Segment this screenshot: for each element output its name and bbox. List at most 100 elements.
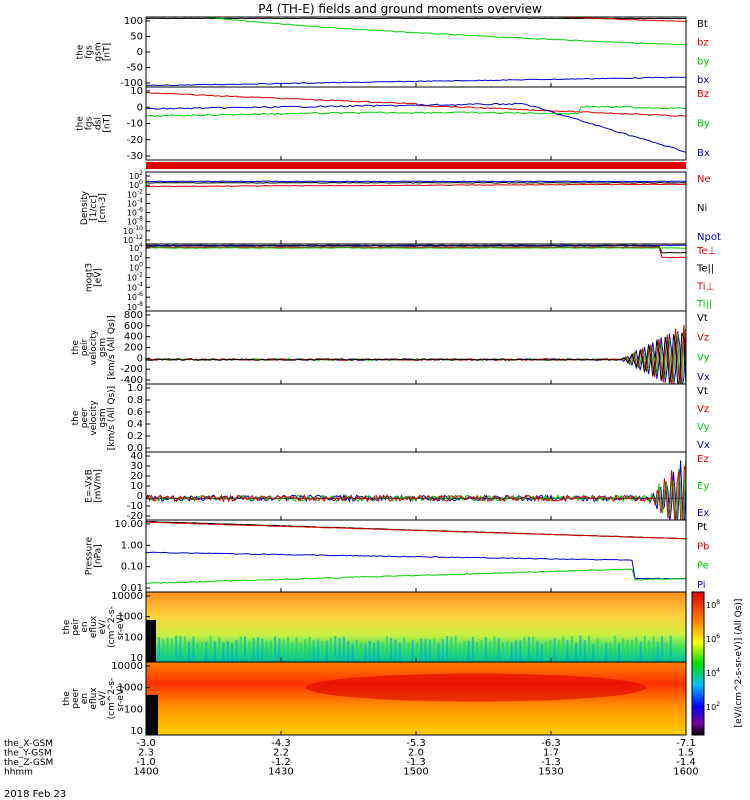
y-label-line: [nT] <box>103 43 113 61</box>
spec-stripe <box>570 635 573 657</box>
spec-stripe <box>209 635 212 657</box>
xaxis-value: -5.3 <box>406 738 426 749</box>
spec-stripe <box>252 638 255 660</box>
colorbar-tick: 106 <box>706 633 720 644</box>
xaxis-value: -7.1 <box>676 738 696 749</box>
y-tick-label: -10 <box>127 501 143 512</box>
colorbar-exponent: 8 <box>716 599 720 606</box>
y-tick-label: -200 <box>120 364 143 375</box>
spec-stripe <box>450 637 453 659</box>
spec-stripe <box>377 640 380 662</box>
legend-Bz: Bz <box>697 89 709 100</box>
y-tick-label: -20 <box>127 135 143 146</box>
y-tick-label: -400 <box>120 375 143 386</box>
spec-stripe <box>605 642 608 662</box>
spec-stripe <box>213 641 216 662</box>
legend-Pb: Pb <box>697 541 709 552</box>
spec-stripe <box>235 640 238 662</box>
spec-stripe <box>652 636 655 658</box>
spec-stripe <box>192 636 195 658</box>
spec-stripe <box>420 638 423 660</box>
xaxis-value: -1.4 <box>676 757 696 768</box>
legend-bz: bz <box>697 38 709 49</box>
legend-Vy: Vy <box>697 422 710 433</box>
spec-stripe <box>347 641 350 662</box>
xaxis-value: 1.5 <box>678 748 694 759</box>
series-Ne <box>146 183 686 188</box>
legend-Vy: Vy <box>697 352 710 363</box>
spec-stripe <box>467 640 470 662</box>
y-tick-label: 1.00 <box>121 540 143 551</box>
y-label-line: gsm <box>98 338 108 357</box>
xaxis-value: 2.2 <box>273 748 289 759</box>
series-Te-par <box>146 245 686 254</box>
spec-stripe <box>261 638 264 660</box>
spec-stripe <box>411 640 414 662</box>
xaxis-value: -1.2 <box>271 757 291 768</box>
panel-content <box>146 454 686 520</box>
spec-stripe <box>600 643 603 662</box>
panel-frame <box>145 16 687 88</box>
spec-stripe <box>299 642 302 662</box>
y-label-line: (cm^2-s- <box>107 678 117 720</box>
y-tick-label: 100 <box>129 179 143 190</box>
separator-bar <box>146 162 686 169</box>
y-tick-exponent: -4 <box>137 197 143 204</box>
legend-bx: bx <box>697 75 709 86</box>
y-tick-label: 1000 <box>118 683 143 694</box>
panel-10: 10000 1000 100 10 the peer en eflux eV/(cm^2-s-s… <box>62 661 687 737</box>
series-By <box>146 105 686 118</box>
legend-Ey: Ey <box>697 481 709 492</box>
spec-stripe <box>196 643 199 662</box>
spec-stripe <box>239 636 242 658</box>
y-label-line: velocity <box>89 400 99 436</box>
spec-stripe <box>205 641 208 662</box>
spec-stripe <box>476 642 479 662</box>
y-tick-label: 10-6 <box>127 207 143 218</box>
y-label: the peir en eflux eV/(cm^2-s-sr-eV) <box>62 606 126 648</box>
spec-stripe <box>566 640 569 662</box>
y-label-line: the <box>62 619 72 634</box>
legend-Ni: Ni <box>697 203 707 214</box>
spec-stripe <box>510 642 513 662</box>
spec-stripe <box>441 639 444 661</box>
panel-content <box>146 592 686 662</box>
xaxis-value: -1.3 <box>406 757 426 768</box>
xaxis-value: 1600 <box>673 767 698 778</box>
y-tick-exponent: -2 <box>137 272 143 279</box>
y-tick-label: -50 <box>127 63 143 74</box>
xaxis-value: 1400 <box>133 767 158 778</box>
xaxis-value: 2.3 <box>138 748 154 759</box>
spec-stripe <box>575 642 578 662</box>
spec-stripe <box>484 637 487 659</box>
y-label-line: [mV/m] <box>94 469 104 503</box>
xaxis-value: -3.0 <box>136 738 156 749</box>
spec-stripe <box>330 637 332 659</box>
panel-frame <box>145 243 687 312</box>
spec-stripe <box>459 643 461 662</box>
y-tick-label: 10000 <box>111 661 143 672</box>
panel-frame <box>145 310 687 385</box>
spec-stripe <box>256 637 259 659</box>
y-label-line: gsm <box>94 42 104 61</box>
spec-stripe <box>158 637 160 659</box>
y-label-line: en <box>80 621 90 632</box>
y-tick-label: 0.01 <box>121 583 143 594</box>
panel-frame <box>145 451 687 521</box>
y-label: Pressure [nPa] <box>85 536 104 575</box>
y-label-line: peir <box>80 338 90 356</box>
spec-stripe <box>175 635 178 657</box>
y-tick-label: 0.10 <box>121 562 143 573</box>
y-tick-label: 0.0 <box>127 443 143 454</box>
panel-6: 1.00.80.60.40.20.0 the peer velocity gsm [km/… <box>71 383 710 454</box>
y-tick-label: 30 <box>130 461 143 472</box>
y-tick-label: 10-2 <box>127 272 143 283</box>
spec-stripe <box>583 640 586 662</box>
spec-stripe <box>394 639 397 661</box>
spec-stripe <box>635 636 638 658</box>
y-tick-label: -10 <box>127 119 143 130</box>
spec-stripe <box>622 638 625 660</box>
spec-stripe <box>428 639 431 661</box>
legend-Pt: Pt <box>697 522 707 533</box>
